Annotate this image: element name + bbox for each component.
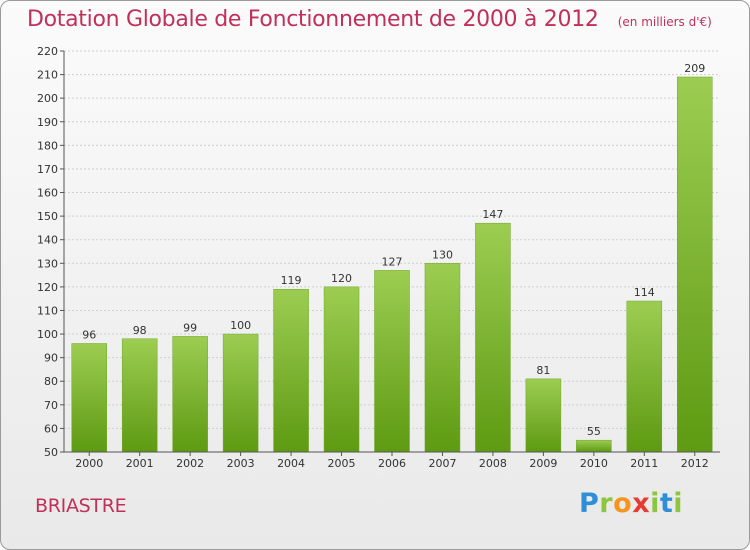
y-tick-label: 220	[37, 45, 58, 58]
bar	[424, 263, 461, 453]
x-tick-label: 2011	[630, 457, 658, 470]
bar-value-label: 96	[82, 328, 96, 341]
bar-value-label: 130	[432, 248, 453, 261]
logo-letter: o	[613, 488, 633, 519]
bar-value-label: 55	[587, 425, 601, 438]
bar-value-label: 127	[382, 255, 403, 268]
title-row: Dotation Globale de Fonctionnement de 20…	[27, 7, 712, 32]
bar	[525, 378, 562, 453]
bar	[677, 76, 713, 453]
bar	[576, 439, 612, 453]
logo-letter: i	[650, 488, 660, 519]
bar	[172, 336, 208, 453]
x-tick-label: 2006	[378, 457, 406, 470]
y-tick-label: 70	[44, 399, 58, 412]
y-tick-label: 130	[37, 257, 58, 270]
x-tick-label: 2003	[227, 457, 255, 470]
bar-value-label: 147	[482, 208, 503, 221]
x-tick-label: 2008	[479, 457, 507, 470]
x-tick-label: 2005	[328, 457, 356, 470]
y-tick-label: 140	[37, 234, 58, 247]
bar	[374, 270, 410, 453]
bar-value-label: 120	[331, 272, 352, 285]
x-tick-label: 2009	[529, 457, 557, 470]
bar-value-label: 114	[634, 286, 655, 299]
bar-value-label: 119	[281, 274, 302, 287]
y-tick-label: 60	[44, 422, 58, 435]
bar-value-label: 81	[536, 364, 550, 377]
y-tick-label: 170	[37, 163, 58, 176]
x-tick-label: 2012	[681, 457, 709, 470]
chart-subtitle: (en milliers d'€)	[617, 15, 712, 29]
y-tick-label: 100	[37, 328, 58, 341]
chart-title: Dotation Globale de Fonctionnement de 20…	[27, 7, 599, 32]
y-tick-label: 50	[44, 446, 58, 459]
x-tick-label: 2004	[277, 457, 305, 470]
bar	[323, 286, 360, 453]
y-tick-label: 160	[37, 187, 58, 200]
y-tick-label: 90	[44, 352, 58, 365]
bar	[222, 333, 259, 453]
y-tick-label: 210	[37, 69, 58, 82]
bar	[121, 338, 158, 453]
logo-letter: i	[673, 488, 684, 519]
bar	[626, 300, 663, 453]
bar-value-label: 100	[230, 319, 251, 332]
commune-name: BRIASTRE	[35, 495, 127, 517]
x-tick-label: 2000	[75, 457, 103, 470]
y-tick-label: 110	[37, 304, 58, 317]
logo-letter: P	[579, 488, 600, 519]
bar-value-label: 98	[133, 324, 147, 337]
x-tick-label: 2007	[428, 457, 456, 470]
y-tick-label: 120	[37, 281, 58, 294]
bar	[475, 222, 511, 453]
logo-letter: x	[632, 488, 651, 519]
proxiti-logo: Proxiti	[579, 488, 683, 519]
y-tick-label: 80	[44, 375, 58, 388]
y-tick-label: 150	[37, 210, 58, 223]
y-tick-label: 200	[37, 92, 58, 105]
bar-value-label: 209	[684, 62, 705, 75]
logo-letter: t	[659, 488, 674, 519]
y-tick-label: 180	[37, 139, 58, 152]
bar	[71, 343, 107, 453]
x-tick-label: 2002	[176, 457, 204, 470]
bar-value-label: 99	[183, 321, 197, 334]
y-tick-label: 190	[37, 116, 58, 129]
bar	[273, 288, 309, 453]
logo-letter: r	[599, 488, 614, 519]
x-tick-label: 2001	[126, 457, 154, 470]
x-tick-label: 2010	[580, 457, 608, 470]
